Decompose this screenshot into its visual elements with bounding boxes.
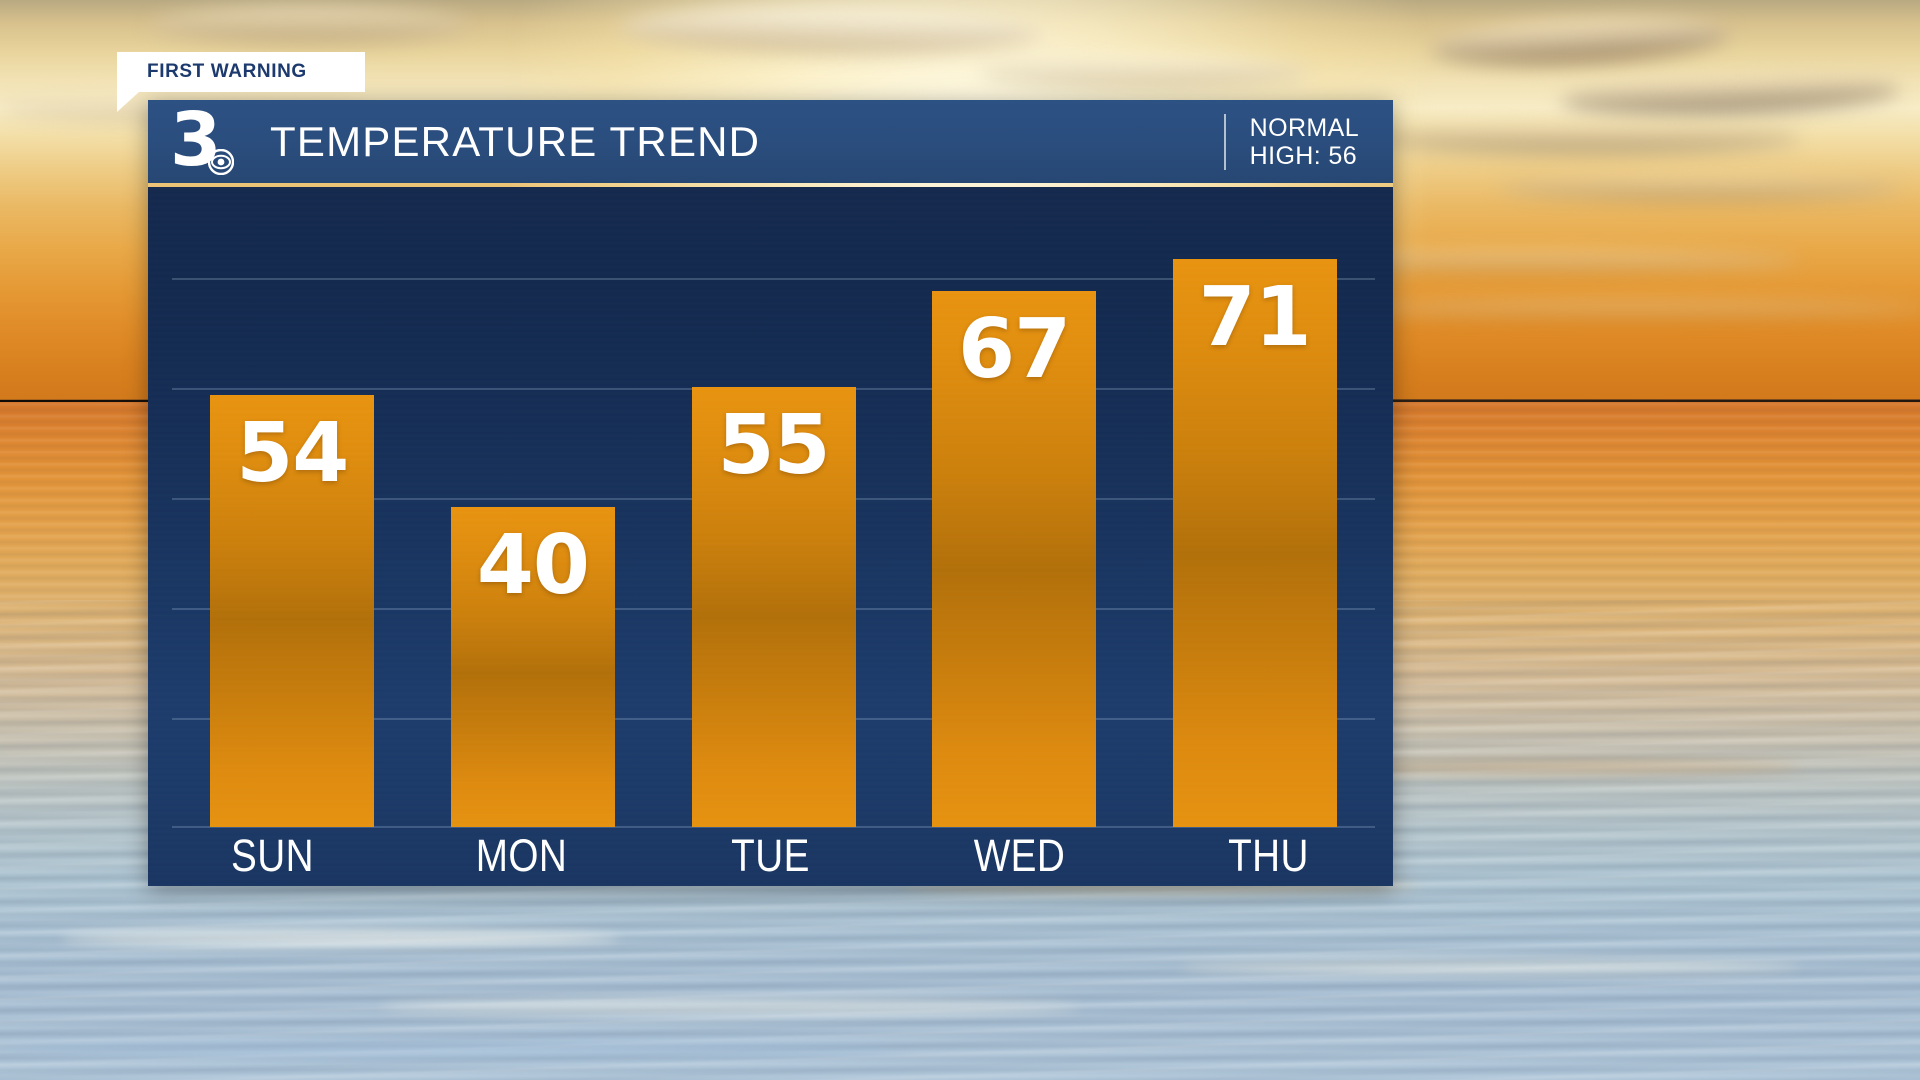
eye-icon [207,148,235,175]
bar-value-mon: 40 [476,518,590,613]
water-highlight [380,1000,1080,1014]
day-label-mon: MON [475,830,568,881]
bar-value-wed: 67 [958,302,1071,397]
bar-thu [1172,259,1337,827]
normal-high-readout: NORMAL HIGH: 56 [1223,114,1359,170]
day-label-thu: THU [1228,830,1309,881]
first-warning-badge: FIRST WARNING [117,52,365,92]
water-highlight [0,1040,900,1058]
plot-area: 54 40 55 67 71 [172,187,1375,827]
bar-tue [691,387,856,827]
water-highlight [1180,960,1800,974]
normal-high-line-1: NORMAL [1249,114,1359,142]
day-label-wed: WED [973,830,1066,881]
bar-mon [450,507,615,827]
bar-value-sun: 54 [236,406,349,501]
day-axis: SUN MON TUE WED THU [148,827,1393,886]
bar-sun [210,395,375,827]
day-label-tue: TUE [731,830,810,881]
bar-group-thu: 71 [1172,187,1337,827]
temperature-trend-panel: 3 TEMPERATURE TREND NORMAL HIGH: 56 [148,100,1393,886]
water-highlight [1300,760,1800,774]
bar-group-wed: 67 [932,187,1097,827]
bar-group-tue: 55 [691,187,856,827]
bar-group-mon: 40 [450,187,615,827]
panel-header: 3 TEMPERATURE TREND NORMAL HIGH: 56 [148,100,1393,183]
water-highlight [60,930,620,946]
page-title: TEMPERATURE TREND [270,117,761,165]
bar-chart: 54 40 55 67 71 SUN MON TUE WED THU [148,187,1393,886]
day-label-sun: SUN [230,830,314,881]
gridline [172,278,1375,280]
bar-value-tue: 55 [717,398,830,493]
bar-wed [932,291,1097,827]
bar-group-sun: 54 [210,187,375,827]
channel-3-logo: 3 [170,103,246,177]
first-warning-label: FIRST WARNING [147,61,307,82]
axis-baseline [172,826,1375,828]
bar-value-thu: 71 [1198,270,1312,365]
badge-tail [117,92,139,112]
normal-high-line-2: HIGH: 56 [1249,142,1358,170]
